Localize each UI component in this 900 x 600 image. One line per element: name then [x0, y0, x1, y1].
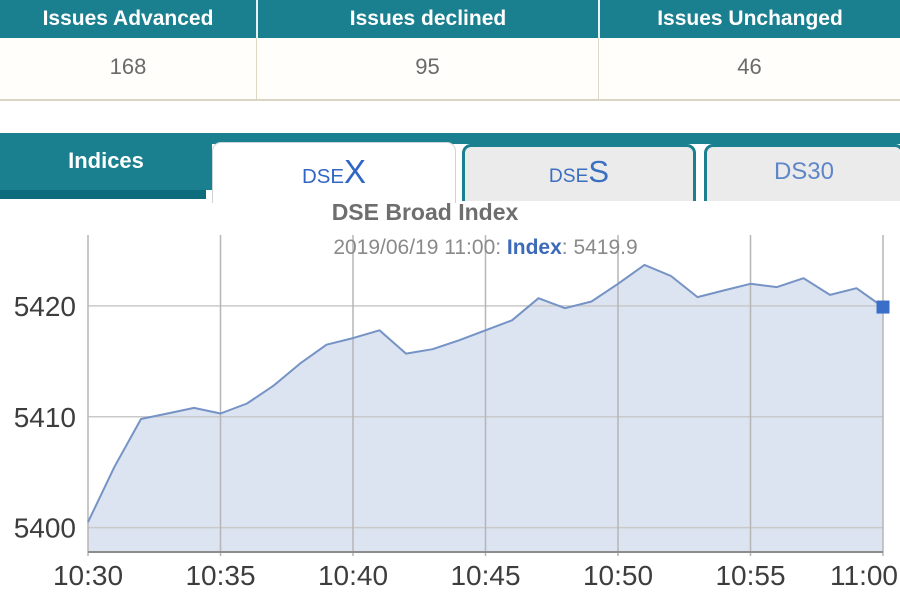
tab-dsex[interactable]: DSEX: [212, 142, 456, 203]
x-tick-label: 11:00: [830, 560, 898, 591]
y-tick-label: 5410: [14, 402, 76, 433]
tab-dses-prefix: DSE: [548, 166, 589, 187]
issues-unchanged-header: Issues Unchanged: [598, 0, 900, 38]
tab-dsex-prefix: DSE: [301, 165, 344, 188]
last-point-marker: [876, 300, 890, 314]
x-tick-label: 10:50: [583, 560, 653, 591]
issues-advanced-header: Issues Advanced: [42, 7, 214, 30]
tab-ds30-label: DS30: [773, 158, 835, 185]
indices-panel-underline: [0, 190, 206, 199]
chart-axis-labels: 5400 5410 5420 10:30 10:35 10:40 10:45 10:50 10:…: [14, 291, 898, 591]
tab-dses-suffix: S: [588, 154, 610, 189]
x-tick-label: 10:30: [53, 560, 123, 591]
issues-declined-header: Issues declined: [256, 0, 598, 38]
x-tick-label: 10:35: [185, 560, 255, 591]
x-tick-label: 10:40: [318, 560, 388, 591]
issues-advanced-value: 168: [109, 54, 147, 79]
series-line: [87, 263, 884, 523]
x-tick-label: 10:55: [715, 560, 785, 591]
tab-bar-top-strip: [0, 133, 900, 144]
index-chart[interactable]: DSE Broad Index 2019/06/19 11:00: Index:…: [0, 197, 900, 600]
chart-gridlines: [87, 235, 884, 556]
indices-panel-label: Indices: [0, 133, 212, 190]
tab-dses[interactable]: DSES: [462, 144, 696, 201]
issues-unchanged-value: 46: [598, 38, 900, 99]
index-area-chart-canvas[interactable]: 5400 5410 5420 10:30 10:35 10:40 10:45 10:50 10:…: [0, 200, 900, 600]
y-tick-label: 5400: [14, 513, 76, 544]
issues-summary-table: Issues Advanced Issues declined Issues U…: [0, 0, 900, 101]
y-tick-label: 5420: [14, 291, 76, 322]
tab-dsex-suffix: X: [344, 153, 367, 190]
tab-ds30[interactable]: DS30: [704, 144, 900, 201]
x-tick-label: 10:45: [450, 560, 520, 591]
issues-summary-header-row: Issues Advanced Issues declined Issues U…: [0, 0, 900, 38]
issues-declined-value: 95: [256, 38, 598, 99]
indices-tab-bar: Indices DSEX DSES DS30: [0, 133, 900, 203]
chart-series-line: [87, 263, 890, 523]
issues-summary-value-row: 168 95 46: [0, 38, 900, 101]
